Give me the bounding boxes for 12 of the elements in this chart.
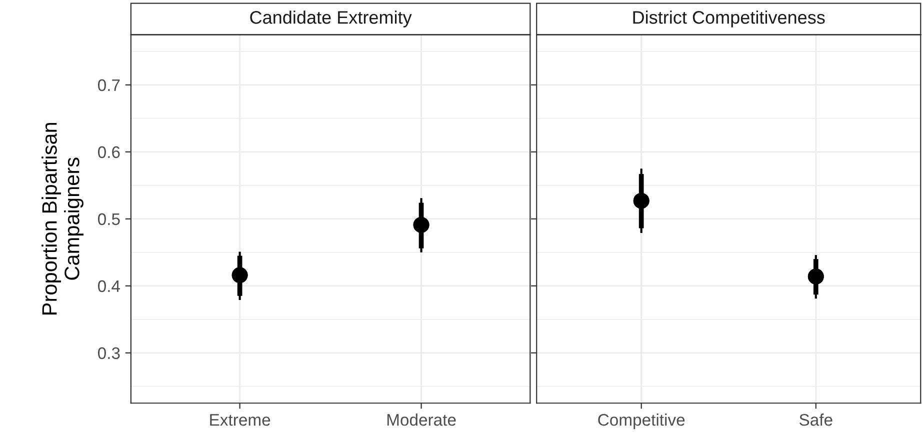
chart-title: District Competitiveness	[633, 10, 825, 28]
y-tick-label: 0.7	[98, 79, 120, 92]
y-axis-title: Proportion Bipartisan Campaigners	[42, 122, 84, 314]
x-tick-label: Extreme	[210, 414, 270, 426]
y-tick-label: 0.4	[98, 280, 120, 292]
x-tick-label: Safe	[800, 414, 832, 426]
y-tick-label: 0.6	[98, 146, 120, 158]
y-tick-label: 0.3	[98, 347, 120, 360]
y-tick-label: 0.5	[98, 213, 120, 226]
x-tick-label: Moderate	[387, 414, 456, 426]
chart-title: Candidate Extremity	[250, 10, 412, 28]
x-tick-label: Competitive	[598, 414, 685, 430]
